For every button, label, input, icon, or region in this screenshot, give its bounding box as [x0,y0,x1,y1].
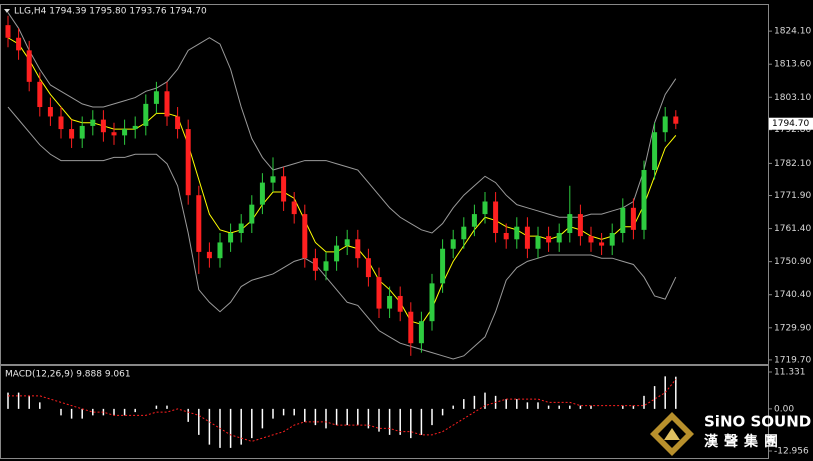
y-tick-label: 1803.10 [774,93,811,103]
candle-body [652,132,658,171]
candle-body [524,226,530,249]
logo-name: SiNO SOUND [704,413,811,431]
candle-body [217,242,223,259]
y-tick-label: 1792.80 [774,125,811,135]
y-tick-label: 1761.40 [774,224,811,234]
indicator-line [7,106,677,360]
signal-line [8,379,677,442]
y-tick-label: 1750.90 [774,257,811,267]
candle-body [312,258,318,271]
candle-body [535,236,541,249]
candle-body [567,214,573,233]
indicator-line [7,12,677,234]
candle-body [132,125,138,130]
candle-body [259,182,265,205]
candle-body [429,283,435,322]
candle-body [344,239,350,246]
y-tick-label: 1729.90 [774,323,811,333]
chart-header: LLG,H4 1794.39 1795.80 1793.76 1794.70 [14,7,207,17]
y-tick-label: -12.956 [774,446,809,456]
candle-body [493,201,499,233]
candle-body [440,248,446,284]
y-tick-label: 1771.90 [774,191,811,201]
y-tick-label: 1719.70 [774,355,811,365]
candle-body [196,195,202,252]
logo-mark [664,428,680,440]
candle-body [556,232,562,243]
candle-body [5,25,11,38]
candle-body [143,103,149,126]
candle-body [58,116,64,130]
candle-body [37,81,43,108]
candle-body [365,258,371,278]
candle-body [588,236,594,243]
candle-body [662,116,668,133]
y-tick-label: 11.331 [774,368,806,378]
macd-panel [0,365,769,459]
candle-body [630,207,636,230]
candle-body [673,116,679,124]
candle-body [26,50,32,82]
candle-body [249,204,255,224]
candle-body [291,201,297,215]
indicator-line [7,37,677,325]
candle-body [206,251,212,259]
macd-header: MACD(12,26,9) 9.888 9.061 [5,370,131,380]
candle-body [620,207,626,233]
candle-body [79,125,85,139]
candle-body [90,119,96,126]
candle-body [514,226,520,240]
candle-body [546,236,552,243]
collapse-arrow [4,9,10,13]
y-tick-label: 1740.40 [774,290,811,300]
candle-body [47,107,53,117]
y-tick-label: 1782.10 [774,159,811,169]
candle-body [122,129,128,136]
candle-body [270,176,276,183]
candle-body [164,91,170,117]
candle-body [641,170,647,230]
candle-body [175,116,181,130]
candle-body [334,245,340,262]
last-price-box [769,117,813,130]
logo-chinese: 漢聲集團 [704,433,784,450]
candle-body [16,37,22,51]
price-panel [0,4,769,365]
candle-body [323,261,329,271]
candle-body [471,214,477,227]
candle-body [281,176,287,202]
last-price-label: 1794.70 [772,119,809,129]
logo: SiNO SOUND 漢聲集團 [650,412,811,456]
y-tick-label: 1824.10 [774,27,811,37]
candle-body [69,129,75,139]
y-tick-label: 1813.60 [774,60,811,70]
candle-body [482,201,488,215]
candle-body [228,232,234,243]
candle-body [376,277,382,309]
candle-body [408,311,414,344]
candle-body [111,132,117,136]
candle-body [355,239,361,259]
candle-body [238,223,244,233]
candle-body [100,119,106,133]
candle-body [577,214,583,237]
y-tick-label: 0.00 [774,404,794,414]
candle-body [609,232,615,246]
candle-body [387,295,393,309]
candle-body [450,239,456,249]
candle-body [397,295,403,312]
candle-body [461,226,467,240]
candle-body [503,232,509,240]
candle-body [302,214,308,259]
candle-body [599,242,605,246]
candle-body [185,129,191,196]
candle-body [153,91,159,104]
candle-body [418,321,424,344]
